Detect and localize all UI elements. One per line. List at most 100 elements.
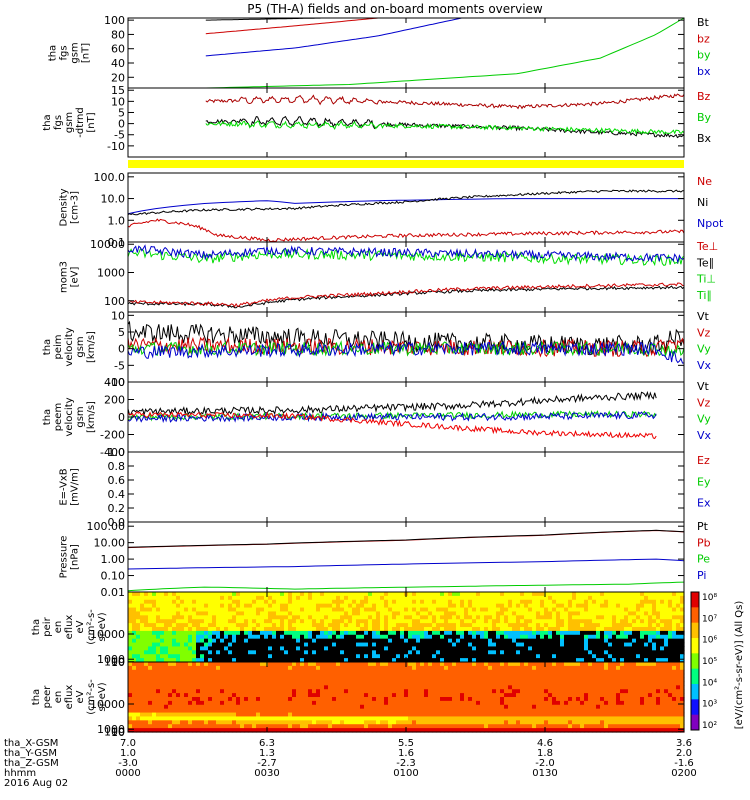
spectrogram-cell xyxy=(404,638,409,644)
spectrogram-cell xyxy=(504,630,509,636)
spectrogram-cell xyxy=(268,615,273,620)
spectrogram-cell xyxy=(516,724,521,729)
spectrogram-cell xyxy=(364,627,369,632)
spectrogram-cell xyxy=(468,619,473,624)
spectrogram-cell xyxy=(620,638,625,644)
spectrogram-cell xyxy=(480,685,485,690)
spectrogram-cell xyxy=(292,681,297,686)
spectrogram-cell xyxy=(404,673,409,679)
spectrogram-cell xyxy=(160,607,165,613)
spectrogram-cell xyxy=(444,693,449,698)
spectrogram-cell xyxy=(296,623,301,628)
spectrogram-cell xyxy=(680,658,685,663)
spectrogram-cell xyxy=(404,595,409,601)
spectrogram-cell xyxy=(276,728,281,733)
spectrogram-cell xyxy=(188,704,193,710)
spectrogram-cell xyxy=(448,700,453,706)
spectrogram-cell xyxy=(260,724,265,729)
spectrogram-cell xyxy=(572,697,577,702)
spectrogram-cell xyxy=(472,638,477,644)
spectrogram-cell xyxy=(436,669,441,675)
spectrogram-cell xyxy=(172,603,177,609)
spectrogram-cell xyxy=(456,697,461,702)
spectrogram-cell xyxy=(324,654,329,659)
spectrogram-cell xyxy=(224,615,229,620)
spectrogram-cell xyxy=(504,673,509,679)
spectrogram-cell xyxy=(300,650,305,655)
spectrogram-cell xyxy=(192,716,197,721)
spectrogram-cell xyxy=(236,720,241,725)
spectrogram-cell xyxy=(140,677,145,683)
spectrogram-cell xyxy=(572,623,577,628)
spectrogram-cell xyxy=(656,599,661,605)
spectrogram-cell xyxy=(500,646,505,651)
spectrogram-cell xyxy=(596,697,601,702)
spectrogram-cell xyxy=(232,673,237,679)
spectrogram-cell xyxy=(332,611,337,616)
spectrogram-cell xyxy=(604,592,609,597)
spectrogram-cell xyxy=(356,630,361,636)
spectrogram-cell xyxy=(224,665,229,671)
spectrogram-cell xyxy=(468,646,473,651)
spectrogram-cell xyxy=(188,700,193,706)
spectrogram-cell xyxy=(248,728,253,733)
spectrogram-cell xyxy=(652,599,657,605)
spectrogram-cell xyxy=(560,700,565,706)
spectrogram-cell xyxy=(496,654,501,659)
spectrogram-cell xyxy=(288,592,293,597)
spectrogram-cell xyxy=(344,623,349,628)
spectrogram-cell xyxy=(592,619,597,624)
spectrogram-cell xyxy=(180,728,185,733)
spectrogram-cell xyxy=(356,603,361,609)
spectrogram-cell xyxy=(428,700,433,706)
spectrogram-cell xyxy=(244,662,249,667)
spectrogram-cell xyxy=(244,689,249,694)
spectrogram-cell xyxy=(304,681,309,686)
spectrogram-cell xyxy=(212,665,217,671)
spectrogram-cell xyxy=(180,689,185,694)
spectrogram-cell xyxy=(568,603,573,609)
spectrogram-cell xyxy=(268,673,273,679)
spectrogram-cell xyxy=(584,634,589,640)
spectrogram-cell xyxy=(300,630,305,636)
spectrogram-cell xyxy=(380,700,385,706)
spectrogram-cell xyxy=(596,654,601,659)
spectrogram-cell xyxy=(576,724,581,729)
spectrogram-cell xyxy=(620,646,625,651)
spectrogram-cell xyxy=(160,693,165,698)
spectrogram-cell xyxy=(288,627,293,632)
spectrogram-cell xyxy=(152,693,157,698)
spectrogram-cell xyxy=(256,611,261,616)
spectrogram-cell xyxy=(420,642,425,648)
spectrogram-cell xyxy=(328,689,333,694)
spectrogram-cell xyxy=(184,704,189,710)
spectrogram-cell xyxy=(428,685,433,690)
spectrogram-cell xyxy=(632,619,637,624)
spectrogram-cell xyxy=(636,646,641,651)
spectrogram-cell xyxy=(264,677,269,683)
spectrogram-cell xyxy=(424,619,429,624)
spectrogram-cell xyxy=(420,673,425,679)
spectrogram-cell xyxy=(140,603,145,609)
spectrogram-cell xyxy=(576,619,581,624)
spectrogram-cell xyxy=(512,677,517,683)
spectrogram-cell xyxy=(172,646,177,651)
spectrogram-cell xyxy=(472,673,477,679)
spectrogram-cell xyxy=(396,592,401,597)
spectrogram-cell xyxy=(504,662,509,667)
spectrogram-cell xyxy=(208,712,213,718)
spectrogram-cell xyxy=(208,662,213,667)
spectrogram-cell xyxy=(560,592,565,597)
spectrogram-cell xyxy=(608,677,613,683)
spectrogram-cell xyxy=(676,599,681,605)
spectrogram-cell xyxy=(592,689,597,694)
spectrogram-cell xyxy=(416,728,421,733)
spectrogram-cell xyxy=(268,665,273,671)
spectrogram-cell xyxy=(372,607,377,613)
spectrogram-cell xyxy=(200,693,205,698)
legend-Vz: Vz xyxy=(697,326,711,339)
spectrogram-cell xyxy=(540,708,545,714)
spectrogram-cell xyxy=(412,662,417,667)
spectrogram-cell xyxy=(316,673,321,679)
spectrogram-cell xyxy=(392,665,397,671)
